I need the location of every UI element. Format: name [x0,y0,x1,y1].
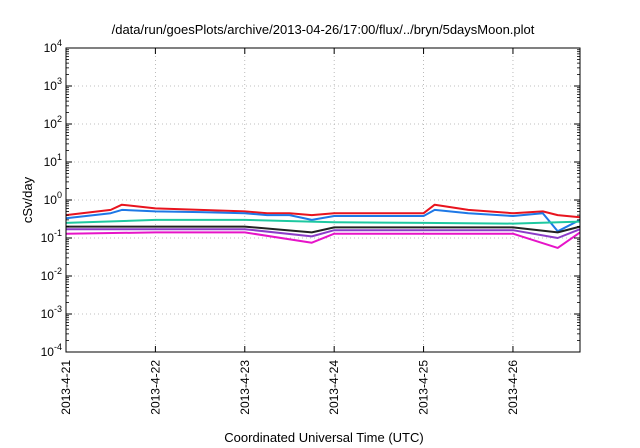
y-tick-label: 102 [44,114,62,131]
series-line-6 [65,231,581,249]
y-tick-label: 10-2 [41,266,62,283]
y-tick-labels: 10-4 10-3 10-2 10-1 100 101 102 103 104 [41,38,62,359]
x-tick-label: 2013-4-22 [148,360,162,415]
y-tick-label: 100 [44,190,62,207]
series-group [65,203,581,249]
x-tick-labels: 2013-4-21 2013-4-22 2013-4-23 2013-4-24 2013… [59,360,520,415]
series-line-4 [66,225,581,234]
series-line-3 [65,218,581,225]
series-line-5 [66,228,581,239]
x-axis-label: Coordinated Universal Time (UTC) [224,430,423,445]
chart-title: /data/run/goesPlots/archive/2013-04-26/1… [112,22,535,37]
x-tick-label: 2013-4-24 [327,360,341,415]
y-tick-label: 10-3 [41,304,62,321]
tick-marks [65,47,580,353]
series-line-1 [65,203,581,219]
x-tick-label: 2013-4-23 [238,360,252,415]
x-tick-label: 2013-4-25 [417,360,431,415]
grid [65,48,580,352]
x-tick-label: 2013-4-21 [59,360,73,415]
y-tick-label: 101 [44,152,62,169]
y-axis-label: cSv/day [20,176,35,223]
y-tick-label: 10-1 [41,228,62,245]
series-line-2 [65,208,581,233]
y-tick-label: 10-4 [41,342,62,359]
y-tick-label: 103 [44,76,62,93]
y-tick-label: 104 [44,38,62,55]
x-tick-label: 2013-4-26 [506,360,520,415]
